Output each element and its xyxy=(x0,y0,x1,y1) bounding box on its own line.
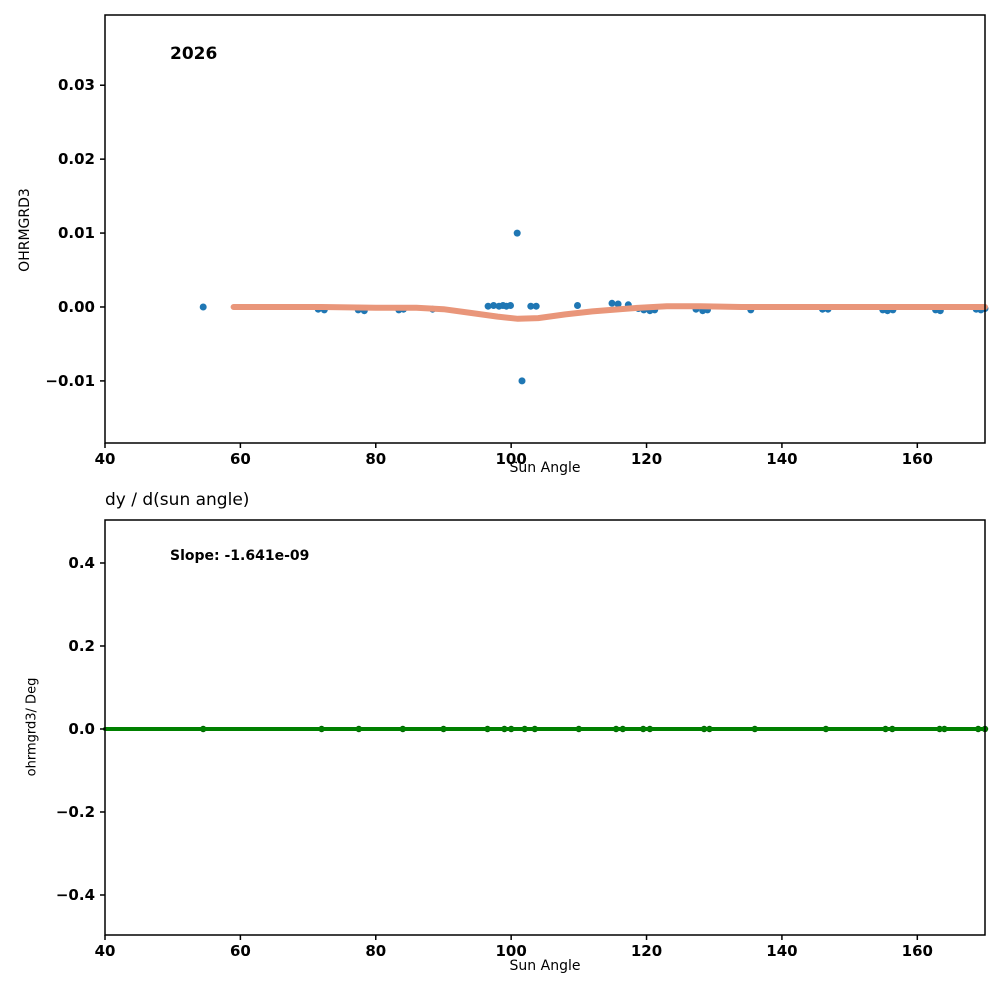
x-tick-label: 140 xyxy=(766,942,797,960)
bottom-plot-title: dy / d(sun angle) xyxy=(105,490,250,510)
y-tick-label: 0.01 xyxy=(58,224,95,242)
y-tick-label: 0.0 xyxy=(68,720,95,738)
x-tick-label: 100 xyxy=(495,450,526,468)
y-tick-label: 0.02 xyxy=(58,150,95,168)
y-tick-label: −0.4 xyxy=(56,886,95,904)
y-tick-label: −0.01 xyxy=(45,372,95,390)
x-tick-label: 40 xyxy=(95,450,116,468)
x-tick-label: 60 xyxy=(230,942,251,960)
slope-annotation: Slope: -1.641e-09 xyxy=(170,548,310,564)
y-tick-label: 0.2 xyxy=(68,637,95,655)
bottom-x-axis-label: Sun Angle xyxy=(509,958,581,974)
top-y-axis-label: OHRMGRD3 xyxy=(17,188,33,272)
ohrmgrd3-points-marker xyxy=(527,302,535,310)
top-plot-spines xyxy=(104,14,986,444)
x-tick-label: 60 xyxy=(230,450,251,468)
y-tick-label: 0.00 xyxy=(58,298,95,316)
ohrmgrd3-points-marker xyxy=(574,302,581,309)
y-tick-label: −0.2 xyxy=(56,803,95,821)
bottom-y-axis-label: ohrmgrd3/ Deg xyxy=(24,677,40,777)
trend-line xyxy=(230,303,988,322)
ohrmgrd3-points-marker xyxy=(490,302,498,309)
x-tick-label: 100 xyxy=(495,942,526,960)
ohrmgrd3-points-marker xyxy=(518,377,526,385)
bottom-plot: 40 60 80 100 120 140 160 −0.4 −0.2 0.0 0.2 0.4 xyxy=(56,519,989,960)
top-x-axis-label: Sun Angle xyxy=(509,460,581,476)
top-plot-annotation: 2026 xyxy=(170,44,218,64)
ohrmgrd3-points-marker xyxy=(484,302,492,310)
x-tick-label: 80 xyxy=(365,942,386,960)
x-tick-label: 40 xyxy=(95,942,116,960)
x-tick-label: 120 xyxy=(631,450,662,468)
y-tick-label: 0.4 xyxy=(68,554,95,572)
ohrmgrd3-points-marker xyxy=(608,299,616,307)
top-plot: 40 60 80 100 120 140 160 −0.01 0.00 0.01 0.02 0.03 xyxy=(45,14,989,468)
x-tick-label: 120 xyxy=(631,942,662,960)
x-tick-label: 160 xyxy=(902,450,933,468)
ohrmgrd3-points-marker xyxy=(532,302,540,310)
ohrmgrd3-points-marker xyxy=(199,303,207,311)
bottom-plot-spines xyxy=(104,519,986,936)
ohrmgrd3-points-marker xyxy=(507,302,514,309)
x-tick-label: 80 xyxy=(365,450,386,468)
y-tick-label: 0.03 xyxy=(58,76,95,94)
x-tick-label: 160 xyxy=(902,942,933,960)
x-tick-label: 140 xyxy=(766,450,797,468)
ohrmgrd3-points-marker xyxy=(513,229,521,237)
ohrmgrd3-points-marker xyxy=(614,300,622,308)
